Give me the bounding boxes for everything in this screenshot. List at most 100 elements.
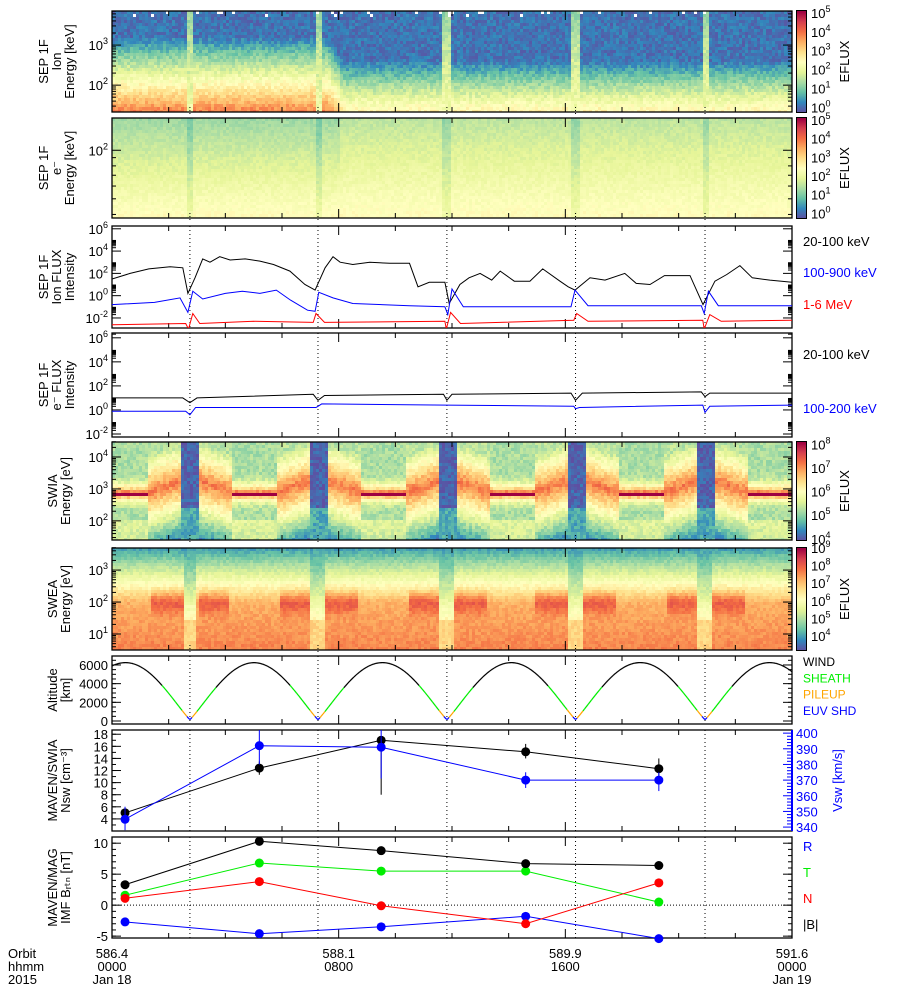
altitude-segment — [405, 672, 408, 674]
colorbar-tick-label: 108 — [811, 435, 830, 452]
altitude-segment — [286, 681, 289, 684]
altitude-segment — [322, 712, 325, 715]
series-line-N — [124, 881, 659, 925]
altitude-segment — [339, 690, 342, 693]
altitude-segment — [672, 680, 675, 683]
altitude-segment — [210, 691, 213, 694]
altitude-segment — [182, 711, 185, 714]
altitude-segment — [541, 678, 544, 681]
altitude-segment — [585, 705, 588, 708]
altitude-segment — [584, 706, 587, 709]
altitude-segment — [668, 676, 671, 679]
altitude-segment — [365, 666, 368, 669]
altitude-segment — [294, 690, 297, 693]
altitude-segment — [543, 680, 546, 683]
altitude-segment — [666, 674, 669, 677]
altitude-segment — [745, 671, 748, 674]
altitude-segment — [459, 701, 462, 705]
colorbar-tick-label: 103 — [811, 148, 830, 165]
series-line-100-200-keV — [112, 403, 792, 416]
y-tick-label: 104 — [89, 448, 108, 465]
time-tick-date: Jan 18 — [92, 972, 131, 987]
altitude-segment — [464, 695, 467, 698]
altitude-segment — [277, 672, 280, 675]
altitude-segment — [556, 696, 559, 699]
altitude-segment — [715, 704, 718, 707]
y-axis-title: SEP 1F — [36, 363, 51, 408]
altitude-segment — [599, 687, 602, 690]
time-tick-orbit: 589.9 — [549, 946, 582, 961]
altitude-segment — [454, 708, 457, 711]
altitude-segment — [664, 672, 667, 675]
altitude-segment — [334, 696, 337, 700]
altitude-segment — [698, 712, 701, 715]
altitude-segment — [168, 693, 171, 696]
altitude-segment — [325, 708, 328, 711]
y-tick-label: 102 — [89, 264, 108, 281]
data-point-N — [120, 893, 130, 903]
altitude-segment — [204, 699, 207, 702]
colorbar-label: EFLUX — [837, 40, 852, 82]
altitude-segment — [288, 683, 291, 686]
colorbar-tick-label: 104 — [811, 627, 830, 644]
y-axis-title: Energy [keV] — [62, 24, 77, 98]
altitude-segment — [486, 671, 489, 674]
altitude-segment — [273, 669, 276, 672]
altitude-segment — [783, 665, 786, 668]
altitude-segment — [726, 690, 729, 693]
altitude-segment — [587, 702, 590, 705]
legend-label: R — [803, 839, 812, 854]
altitude-segment — [278, 673, 281, 676]
altitude-segment — [690, 702, 693, 705]
panel-frame — [111, 332, 793, 438]
altitude-segment — [706, 715, 709, 719]
altitude-segment — [660, 669, 663, 672]
altitude-segment — [786, 667, 789, 670]
altitude-segment — [551, 690, 554, 693]
altitude-segment — [174, 700, 177, 704]
data-point-R — [254, 929, 264, 939]
altitude-segment — [713, 707, 716, 710]
altitude-segment — [351, 677, 354, 680]
time-tick-hhmm: 0000 — [98, 959, 127, 974]
y2-axis-title: Vsw [km/s] — [830, 749, 845, 812]
altitude-segment — [734, 681, 737, 684]
altitude-segment — [175, 702, 178, 705]
altitude-segment — [524, 665, 527, 668]
altitude-segment — [217, 683, 220, 686]
y-tick-label: 2000 — [79, 695, 108, 710]
data-point-|B| — [654, 861, 664, 871]
y-axis-title: Energy [eV] — [58, 565, 73, 633]
altitude-segment — [435, 706, 438, 709]
altitude-segment — [411, 677, 414, 680]
colorbar-tick-label: 109 — [811, 539, 830, 556]
altitude-segment — [225, 675, 228, 678]
altitude-segment — [222, 678, 225, 681]
legend-label: N — [803, 891, 812, 906]
altitude-segment — [738, 677, 741, 680]
series-line-20-100-keV — [112, 391, 792, 404]
altitude-segment — [603, 683, 606, 686]
altitude-segment — [732, 683, 735, 686]
altitude-segment — [190, 717, 193, 720]
y-axis-title: MAVEN/SWIA — [45, 739, 60, 821]
series-line-|B| — [124, 840, 659, 886]
series-line-R — [124, 915, 659, 938]
swia_spec-colorbar — [796, 441, 807, 541]
altitude-segment — [167, 692, 170, 695]
altitude-segment — [272, 668, 275, 671]
altitude-segment — [473, 684, 476, 687]
y2-tick-label: 390 — [796, 742, 818, 757]
altitude-segment — [527, 667, 530, 670]
altitude-segment — [782, 665, 785, 668]
altitude-segment — [207, 695, 210, 698]
sep_ion_spec-spectrogram — [112, 11, 792, 112]
altitude-segment — [396, 665, 399, 668]
altitude-segment — [709, 712, 712, 715]
legend-label: |B| — [803, 917, 818, 932]
altitude-segment — [324, 709, 327, 712]
altitude-segment — [620, 667, 623, 670]
altitude-segment — [268, 666, 271, 669]
altitude-segment — [711, 709, 714, 712]
